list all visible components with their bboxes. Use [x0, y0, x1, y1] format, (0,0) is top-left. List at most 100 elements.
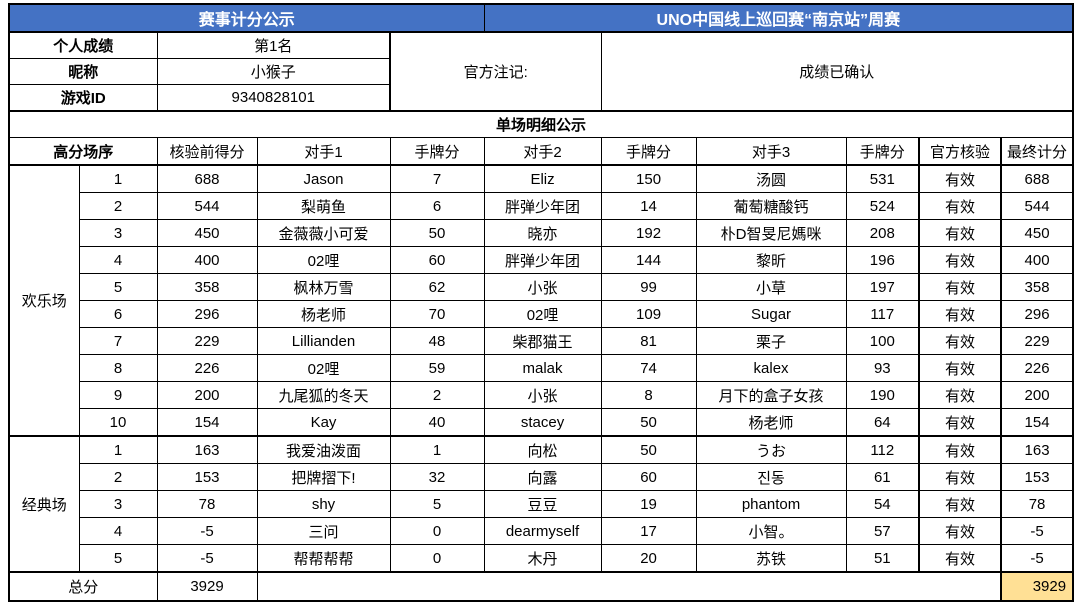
verify-cell: 有效: [918, 463, 1003, 491]
opponent1-cell: 02哩: [256, 246, 391, 274]
col-header-opponent1: 对手1: [256, 137, 391, 166]
opponent1-cell: 梨萌鱼: [256, 192, 391, 220]
opponent2-cell: malak: [483, 354, 602, 382]
pre-score-cell: 163: [156, 435, 258, 464]
banner-right-title: UNO中国线上巡回赛“南京站”周赛: [483, 3, 1074, 33]
hand2-cell: 150: [600, 164, 697, 193]
match-no-cell: 1: [78, 164, 158, 193]
opponent1-cell: 金薇薇小可爱: [256, 219, 391, 247]
hand3-cell: 524: [845, 192, 920, 220]
col-header-seq: 高分场序: [8, 137, 158, 166]
total-pre-score: 3929: [156, 571, 258, 602]
hand3-cell: 93: [845, 354, 920, 382]
opponent1-cell: 九尾狐的冬天: [256, 381, 391, 409]
col-header-final: 最终计分: [1000, 137, 1074, 166]
group-label-classic: 经典场: [8, 435, 80, 573]
opponent3-cell: 汤圆: [695, 164, 847, 193]
total-spacer-cell: [256, 571, 1002, 602]
match-no-cell: 1: [78, 435, 158, 464]
verify-cell: 有效: [918, 273, 1003, 301]
final-score-cell: 229: [1000, 327, 1074, 355]
opponent1-cell: Kay: [256, 408, 391, 437]
col-header-opponent2: 对手2: [483, 137, 602, 166]
hand1-cell: 5: [389, 490, 485, 518]
hand3-cell: 531: [845, 164, 920, 193]
final-score-cell: 688: [1000, 164, 1074, 193]
pre-score-cell: 229: [156, 327, 258, 355]
hand1-cell: 6: [389, 192, 485, 220]
final-score-cell: 153: [1000, 463, 1074, 491]
final-score-cell: 296: [1000, 300, 1074, 328]
banner-left-title: 赛事计分公示: [8, 3, 485, 33]
hand2-cell: 17: [600, 517, 697, 545]
pre-score-cell: -5: [156, 544, 258, 573]
match-no-cell: 4: [78, 246, 158, 274]
pre-score-cell: 544: [156, 192, 258, 220]
official-note-label: 官方注记:: [388, 31, 602, 112]
hand3-cell: 197: [845, 273, 920, 301]
opponent3-cell: kalex: [695, 354, 847, 382]
match-no-cell: 2: [78, 463, 158, 491]
opponent2-cell: Eliz: [483, 164, 602, 193]
pre-score-cell: 358: [156, 273, 258, 301]
opponent2-cell: 胖弹少年团: [483, 246, 602, 274]
section-title: 单场明细公示: [8, 110, 1074, 138]
hand1-cell: 40: [389, 408, 485, 437]
verify-cell: 有效: [918, 300, 1003, 328]
col-header-verify: 官方核验: [918, 137, 1003, 166]
opponent2-cell: dearmyself: [483, 517, 602, 545]
col-header-pre-score: 核验前得分: [156, 137, 258, 166]
hand1-cell: 32: [389, 463, 485, 491]
info-value-gameid: 9340828101: [156, 84, 391, 112]
final-score-cell: -5: [1000, 517, 1074, 545]
official-note-value: 成绩已确认: [600, 31, 1074, 112]
opponent1-cell: 把牌摺下!: [256, 463, 391, 491]
hand2-cell: 144: [600, 246, 697, 274]
pre-score-cell: 450: [156, 219, 258, 247]
info-label-gameid: 游戏ID: [8, 84, 158, 112]
opponent1-cell: 帮帮帮帮: [256, 544, 391, 573]
hand2-cell: 60: [600, 463, 697, 491]
hand1-cell: 60: [389, 246, 485, 274]
hand1-cell: 0: [389, 544, 485, 573]
match-no-cell: 8: [78, 354, 158, 382]
hand2-cell: 50: [600, 408, 697, 437]
pre-score-cell: 78: [156, 490, 258, 518]
opponent3-cell: 月下的盒子女孩: [695, 381, 847, 409]
opponent3-cell: phantom: [695, 490, 847, 518]
match-no-cell: 3: [78, 219, 158, 247]
info-value-rank: 第1名: [156, 31, 391, 59]
info-label-rank: 个人成绩: [8, 31, 158, 59]
hand2-cell: 192: [600, 219, 697, 247]
hand2-cell: 8: [600, 381, 697, 409]
hand3-cell: 51: [845, 544, 920, 573]
opponent3-cell: 葡萄糖酸钙: [695, 192, 847, 220]
total-final-score: 3929: [1000, 571, 1075, 602]
col-header-hand2: 手牌分: [600, 137, 697, 166]
hand1-cell: 70: [389, 300, 485, 328]
hand2-cell: 81: [600, 327, 697, 355]
pre-score-cell: 400: [156, 246, 258, 274]
opponent1-cell: 杨老师: [256, 300, 391, 328]
opponent2-cell: stacey: [483, 408, 602, 437]
match-no-cell: 7: [78, 327, 158, 355]
hand1-cell: 1: [389, 435, 485, 464]
opponent2-cell: 豆豆: [483, 490, 602, 518]
hand3-cell: 64: [845, 408, 920, 437]
verify-cell: 有效: [918, 192, 1003, 220]
score-sheet: 赛事计分公示 UNO中国线上巡回赛“南京站”周赛 个人成绩 第1名 官方注记: …: [8, 3, 1075, 602]
pre-score-cell: 688: [156, 164, 258, 193]
pre-score-cell: 154: [156, 408, 258, 437]
match-no-cell: 5: [78, 544, 158, 573]
opponent3-cell: 朴D智旻尼媽咪: [695, 219, 847, 247]
opponent3-cell: 小智。: [695, 517, 847, 545]
hand3-cell: 61: [845, 463, 920, 491]
total-label: 总分: [8, 571, 158, 602]
hand2-cell: 20: [600, 544, 697, 573]
verify-cell: 有效: [918, 219, 1003, 247]
final-score-cell: 400: [1000, 246, 1074, 274]
verify-cell: 有效: [918, 544, 1003, 573]
info-value-nickname: 小猴子: [156, 58, 391, 85]
match-no-cell: 6: [78, 300, 158, 328]
hand2-cell: 99: [600, 273, 697, 301]
